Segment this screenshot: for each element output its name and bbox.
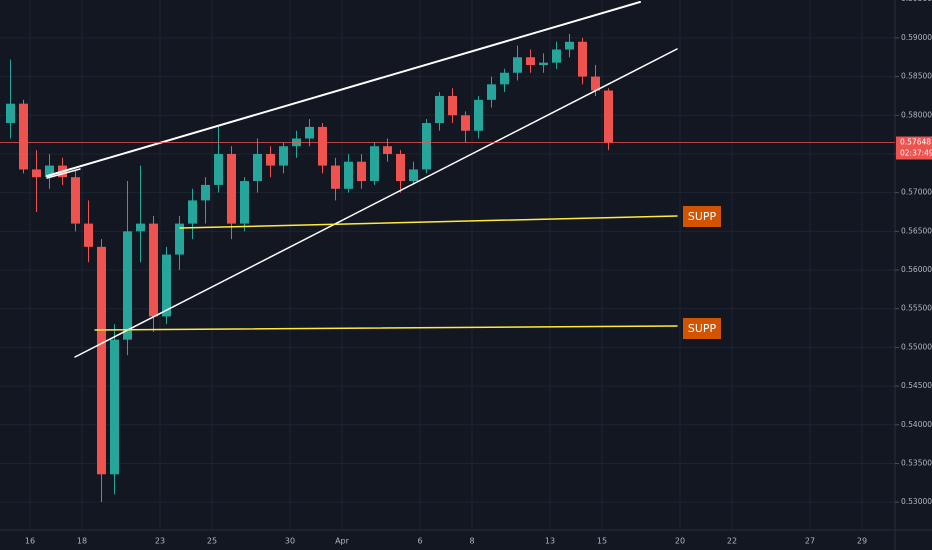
candle-body: [604, 90, 613, 143]
candle-body: [201, 184, 210, 201]
support-label-box: [683, 318, 721, 339]
candle-body: [539, 62, 548, 65]
candle-body: [500, 72, 509, 85]
candle-body: [357, 161, 366, 182]
candle-body: [552, 49, 561, 63]
candles: [6, 34, 613, 503]
x-tick-label: 18: [77, 537, 87, 546]
y-tick-label: 0.53000: [901, 497, 932, 506]
x-tick-label: 29: [857, 537, 867, 546]
x-tick-label: 6: [417, 537, 422, 546]
y-tick-label: 0.55500: [901, 304, 932, 313]
x-tick-label: 22: [727, 537, 737, 546]
candle-body: [344, 161, 353, 189]
last-price-box: [896, 136, 932, 160]
candle-body: [318, 126, 327, 166]
x-tick-label: 20: [675, 537, 685, 546]
candle-body: [331, 165, 340, 189]
x-tick-label: 8: [469, 537, 474, 546]
y-tick-label: 0.56500: [901, 226, 932, 235]
candle-body: [162, 254, 171, 317]
candle-body: [45, 165, 54, 178]
last-price-label: 0.57648: [900, 138, 931, 147]
candle-body: [448, 95, 457, 116]
candle-body: [591, 76, 600, 91]
candle-body: [175, 223, 184, 255]
candle-body: [422, 123, 431, 170]
x-tick-label: 13: [545, 537, 555, 546]
x-tick-label: 27: [805, 537, 815, 546]
candle-body: [435, 95, 444, 124]
y-tick-label: 0.56000: [901, 265, 932, 274]
candle-body: [84, 223, 93, 247]
candle-body: [188, 200, 197, 224]
candle-body: [71, 177, 80, 224]
y-tick-label: 0.59500: [901, 0, 932, 3]
support-label: SUPP: [688, 210, 717, 223]
x-tick-label: 23: [155, 537, 165, 546]
x-tick-label: 16: [25, 537, 35, 546]
x-tick-label: Apr: [335, 537, 350, 546]
candle-body: [513, 57, 522, 73]
candle-body: [409, 169, 418, 182]
y-tick-label: 0.59000: [901, 33, 932, 42]
y-tick-label: 0.58000: [901, 110, 932, 119]
y-tick-label: 0.54000: [901, 420, 932, 429]
last-price: 0.57648 02:37:49: [0, 136, 932, 160]
y-tick-label: 0.53500: [901, 458, 932, 467]
drawings: SUPP SUPP: [46, 1, 721, 358]
time-axis: 16 18 23 25 30 Apr 6 8 13 15 20 22 27 29: [25, 537, 867, 546]
support-label: SUPP: [688, 322, 717, 335]
countdown: 02:37:49: [900, 149, 932, 158]
candle-body: [227, 153, 236, 224]
candle-body: [474, 99, 483, 131]
candle-body: [32, 169, 41, 178]
candle-body: [526, 57, 535, 65]
y-tick-label: 0.54500: [901, 381, 932, 390]
x-tick-label: 25: [207, 537, 217, 546]
candle-body: [240, 181, 249, 224]
price-axis: 0.53000 0.53500 0.54000 0.54500 0.55000 0.555…: [895, 0, 932, 506]
candle-body: [6, 103, 15, 124]
candle-body: [461, 115, 470, 131]
trend-line: [74, 48, 678, 358]
candle-body: [565, 41, 574, 50]
candle-body: [214, 153, 223, 185]
support-line: [94, 325, 678, 331]
y-tick-label: 0.57000: [901, 188, 932, 197]
candle-body: [487, 84, 496, 100]
candle-body: [19, 103, 28, 170]
support-label-box: [683, 206, 721, 227]
candle-body: [253, 153, 262, 182]
candle-body: [123, 231, 132, 340]
candle-body: [396, 153, 405, 182]
candle-body: [110, 339, 119, 475]
candle-body: [266, 153, 275, 166]
candle-body: [305, 126, 314, 139]
y-tick-label: 0.55000: [901, 342, 932, 351]
candle-body: [578, 41, 587, 77]
x-tick-label: 30: [285, 537, 295, 546]
candle-body: [149, 223, 158, 317]
trend-line: [46, 168, 81, 179]
y-tick-label: 0.58500: [901, 72, 932, 81]
x-tick-label: 15: [597, 537, 607, 546]
candle-body: [370, 146, 379, 182]
candle-body: [383, 146, 392, 154]
support-line: [179, 215, 678, 229]
candle-body: [279, 146, 288, 166]
candle-body: [136, 223, 145, 232]
trend-line: [46, 1, 641, 177]
candle-body: [97, 246, 106, 475]
